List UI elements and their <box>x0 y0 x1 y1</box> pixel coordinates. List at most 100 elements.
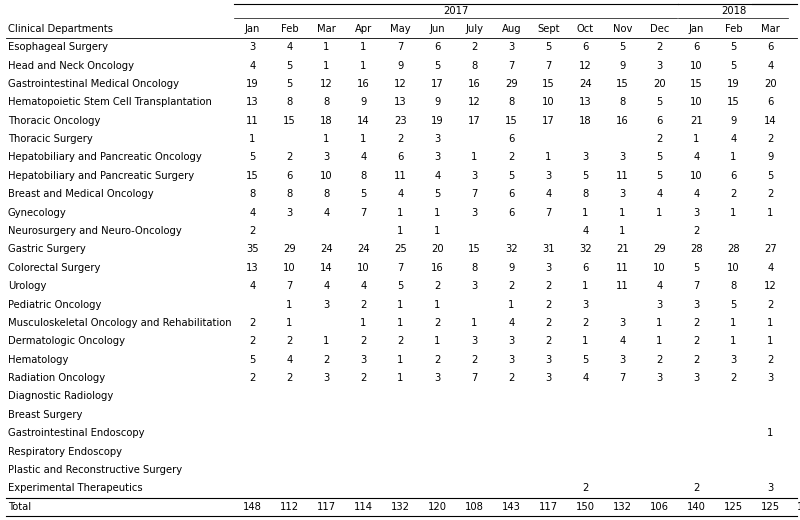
Text: 5: 5 <box>434 189 441 199</box>
Text: 3: 3 <box>434 152 441 162</box>
Text: 8: 8 <box>286 189 293 199</box>
Text: 14: 14 <box>764 116 777 126</box>
Text: 3: 3 <box>582 152 589 162</box>
Text: 3: 3 <box>323 300 330 309</box>
Text: 23: 23 <box>394 116 407 126</box>
Text: 21: 21 <box>616 244 629 254</box>
Text: 3: 3 <box>250 42 256 52</box>
Text: 2: 2 <box>508 373 514 383</box>
Text: Hematology: Hematology <box>8 355 68 365</box>
Text: Breast and Medical Oncology: Breast and Medical Oncology <box>8 189 154 199</box>
Text: Mar: Mar <box>761 24 780 34</box>
Text: Jun: Jun <box>430 24 446 34</box>
Text: 11: 11 <box>246 116 259 126</box>
Text: Gastrointestinal Medical Oncology: Gastrointestinal Medical Oncology <box>8 79 179 89</box>
Text: 4: 4 <box>360 281 366 291</box>
Text: Aug: Aug <box>502 24 522 34</box>
Text: 2: 2 <box>286 152 293 162</box>
Text: 8: 8 <box>286 97 293 107</box>
Text: 2: 2 <box>656 42 662 52</box>
Text: 3: 3 <box>323 152 330 162</box>
Text: 3: 3 <box>546 355 552 365</box>
Text: 3: 3 <box>619 189 626 199</box>
Text: 10: 10 <box>690 60 703 71</box>
Text: 6: 6 <box>582 42 589 52</box>
Text: 24: 24 <box>320 244 333 254</box>
Text: 125: 125 <box>761 502 780 512</box>
Text: 17: 17 <box>468 116 481 126</box>
Text: 4: 4 <box>398 189 404 199</box>
Text: 7: 7 <box>471 189 478 199</box>
Text: 3: 3 <box>619 152 626 162</box>
Text: 8: 8 <box>323 97 330 107</box>
Text: 148: 148 <box>243 502 262 512</box>
Text: Oct: Oct <box>577 24 594 34</box>
Text: 15: 15 <box>505 116 518 126</box>
Text: Neurosurgery and Neuro-Oncology: Neurosurgery and Neuro-Oncology <box>8 226 182 236</box>
Text: 4: 4 <box>323 207 330 218</box>
Text: 1: 1 <box>434 207 441 218</box>
Text: 1: 1 <box>508 300 514 309</box>
Text: 5: 5 <box>656 152 662 162</box>
Text: 15: 15 <box>542 79 555 89</box>
Text: 16: 16 <box>431 263 444 273</box>
Text: 1: 1 <box>323 60 330 71</box>
Text: 4: 4 <box>694 152 700 162</box>
Text: 1: 1 <box>656 336 662 346</box>
Text: 2: 2 <box>508 152 514 162</box>
Text: 4: 4 <box>582 226 589 236</box>
Text: 2: 2 <box>360 300 366 309</box>
Text: 2: 2 <box>694 336 700 346</box>
Text: 4: 4 <box>767 60 774 71</box>
Text: 132: 132 <box>391 502 410 512</box>
Text: 1: 1 <box>398 226 404 236</box>
Text: 1: 1 <box>582 207 589 218</box>
Text: 12: 12 <box>394 79 407 89</box>
Text: 2: 2 <box>360 373 366 383</box>
Text: 32: 32 <box>505 244 518 254</box>
Text: 3: 3 <box>694 373 700 383</box>
Text: 29: 29 <box>505 79 518 89</box>
Text: 13: 13 <box>246 263 259 273</box>
Text: 1: 1 <box>434 300 441 309</box>
Text: 10: 10 <box>320 171 333 181</box>
Text: 7: 7 <box>471 373 478 383</box>
Text: 2: 2 <box>694 318 700 328</box>
Text: Dec: Dec <box>650 24 669 34</box>
Text: 25: 25 <box>394 244 407 254</box>
Text: 10: 10 <box>690 171 703 181</box>
Text: 132: 132 <box>613 502 632 512</box>
Text: 5: 5 <box>582 171 589 181</box>
Text: 2: 2 <box>434 281 441 291</box>
Text: 140: 140 <box>687 502 706 512</box>
Text: 14: 14 <box>320 263 333 273</box>
Text: 19: 19 <box>727 79 740 89</box>
Text: 4: 4 <box>360 152 366 162</box>
Text: 15: 15 <box>468 244 481 254</box>
Text: 2: 2 <box>250 226 256 236</box>
Text: 6: 6 <box>508 134 514 144</box>
Text: 32: 32 <box>579 244 592 254</box>
Text: 5: 5 <box>582 355 589 365</box>
Text: 11: 11 <box>616 171 629 181</box>
Text: 9: 9 <box>360 97 366 107</box>
Text: 2: 2 <box>694 484 700 493</box>
Text: 3: 3 <box>434 373 441 383</box>
Text: Colorectal Surgery: Colorectal Surgery <box>8 263 100 273</box>
Text: Breast Surgery: Breast Surgery <box>8 410 82 420</box>
Text: 4: 4 <box>656 281 662 291</box>
Text: 5: 5 <box>656 171 662 181</box>
Text: 106: 106 <box>650 502 669 512</box>
Text: Feb: Feb <box>725 24 742 34</box>
Text: 114: 114 <box>354 502 373 512</box>
Text: 2: 2 <box>434 355 441 365</box>
Text: Gastrointestinal Endoscopy: Gastrointestinal Endoscopy <box>8 428 145 438</box>
Text: 3: 3 <box>619 355 626 365</box>
Text: 2: 2 <box>656 355 662 365</box>
Text: 8: 8 <box>471 263 478 273</box>
Text: 13: 13 <box>579 97 592 107</box>
Text: 2: 2 <box>546 318 552 328</box>
Text: 20: 20 <box>653 79 666 89</box>
Text: 1: 1 <box>434 336 441 346</box>
Text: Apr: Apr <box>355 24 372 34</box>
